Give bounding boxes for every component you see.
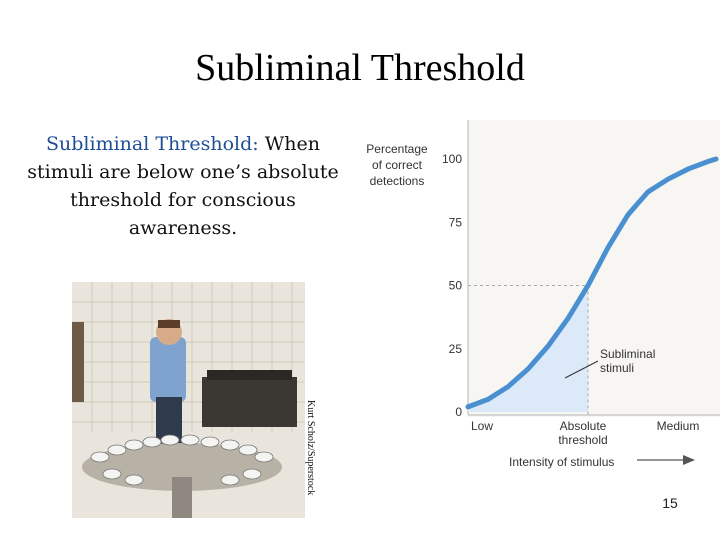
detection-curve — [465, 156, 719, 410]
x-axis-arrow-head — [683, 455, 695, 465]
y-tick-labels: 0 25 50 75 100 — [442, 152, 462, 419]
y-tick-label: 0 — [455, 405, 462, 419]
detection-chart: 0 25 50 75 100 Percentage of correct detecti… — [366, 120, 720, 469]
plot-background — [468, 120, 720, 417]
y-axis-label-line-3: detections — [370, 174, 425, 188]
subliminal-pointer — [564, 360, 599, 379]
coffee-tasting-photo — [72, 282, 305, 518]
slide-title: Subliminal Threshold — [195, 47, 525, 89]
definition-text: Subliminal Threshold: When stimuli are b… — [22, 130, 344, 242]
y-tick-label: 75 — [449, 215, 463, 229]
subliminal-label-line-1: Subliminal — [600, 347, 655, 361]
slide-number: 15 — [662, 495, 678, 511]
subliminal-shaded-region — [468, 285, 588, 412]
y-tick-label: 100 — [442, 152, 462, 166]
x-label-threshold-line-1: Absolute — [560, 419, 607, 433]
y-tick-label: 50 — [449, 279, 463, 293]
photo-credit: Kurt Scholz/Superstock — [305, 400, 316, 496]
y-tick-label: 25 — [449, 342, 463, 356]
subliminal-label-line-2: stimuli — [600, 361, 634, 375]
x-label-low: Low — [471, 419, 493, 433]
x-label-medium: Medium — [657, 419, 700, 433]
x-axis-title: Intensity of stimulus — [509, 455, 614, 469]
definition-term: Subliminal Threshold: — [46, 133, 259, 155]
x-label-threshold-line-2: threshold — [558, 433, 607, 447]
definition-body: When stimuli are below one’s absolute th… — [27, 133, 339, 239]
y-axis-label-line-2: of correct — [372, 158, 423, 172]
y-axis-label-line-1: Percentage — [366, 142, 428, 156]
